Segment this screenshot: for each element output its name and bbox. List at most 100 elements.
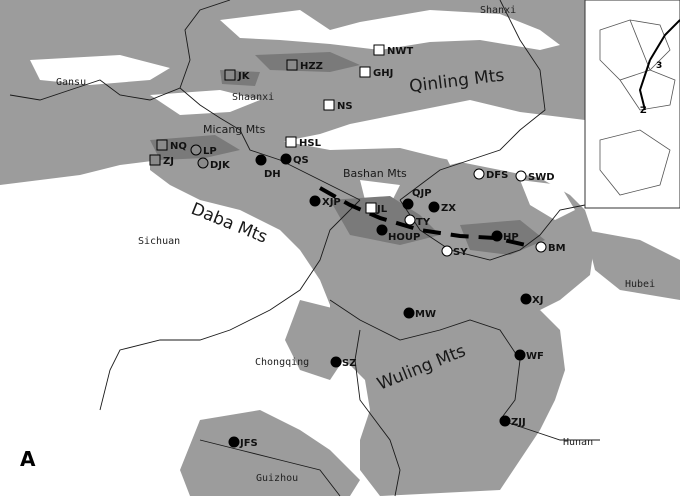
site-label-sz: SZ [342,358,356,369]
site-marker-nq [156,139,168,151]
site-label-nwt: NWT [387,46,413,57]
site-mw: MW [403,307,436,320]
site-label-sy: SY [453,247,468,258]
site-ghj: GHJ [359,66,393,79]
site-label-ty: TY [416,217,431,228]
site-xj: XJ [520,293,543,306]
valley-pockets [0,10,575,496]
site-marker-zx [428,201,440,213]
site-label-qs: QS [293,155,309,166]
site-jfs: JFS [228,436,258,449]
site-label-hsl: HSL [299,138,322,149]
inset-panel: 3 Z [584,0,680,209]
site-marker-wf [514,349,526,361]
site-label-xj: XJ [532,295,543,306]
province-label-gansu: Gansu [56,77,86,88]
site-qs: QS [280,153,309,166]
inset-label-z: Z [640,106,647,116]
site-label-lp: LP [203,146,217,157]
site-sy: SY [441,245,468,258]
site-qjp: QJP [402,188,432,210]
site-label-nq: NQ [170,141,187,152]
site-marker-bm [535,241,547,253]
site-markers: NWT HZZ GHJ JK NS NQ LP ZJ [149,44,566,449]
site-marker-jk [224,69,236,81]
site-wf: WF [514,349,544,362]
site-label-hzz: HZZ [300,61,323,72]
site-marker-dh [255,154,267,166]
site-marker-qjp [402,198,414,210]
site-marker-houp [376,224,388,236]
panel-letter: A [20,447,36,471]
site-swd: SWD [515,170,555,183]
site-jl: JL [365,202,388,215]
site-label-zjj: ZJJ [511,417,526,428]
site-marker-sy [441,245,453,257]
site-hp: HP [491,230,519,243]
site-label-jk: JK [237,71,251,82]
site-label-swd: SWD [528,172,555,183]
site-djk: DJK [197,157,231,171]
site-marker-hp [491,230,503,242]
site-lp: LP [190,144,217,157]
site-bm: BM [535,241,566,254]
site-zx: ZX [428,201,456,214]
site-label-houp: HOUP [388,232,420,243]
site-label-hp: HP [503,232,519,243]
site-marker-qs [280,153,292,165]
site-marker-jl [365,202,377,214]
site-marker-ns [323,99,335,111]
site-label-mw: MW [415,309,436,320]
site-marker-hzz [286,59,298,71]
site-dh: DH [255,154,281,180]
site-marker-ty [404,214,416,226]
site-marker-lp [190,144,202,156]
mountain-label-bashan: Bashan Mts [343,167,407,180]
site-marker-hsl [285,136,297,148]
province-label-shaanxi: Shaanxi [232,92,274,103]
site-label-bm: BM [548,243,566,254]
site-label-dh: DH [264,169,281,180]
site-label-dfs: DFS [486,170,508,181]
site-dfs: DFS [473,168,508,181]
province-label-guizhou: Guizhou [256,473,298,484]
site-zjj: ZJJ [499,415,526,428]
site-marker-nwt [373,44,385,56]
province-label-shanxi: Shanxi [480,5,516,16]
site-label-jl: JL [376,204,388,215]
province-label-hubei: Hubei [625,279,655,290]
site-label-ns: NS [337,101,353,112]
site-zj: ZJ [149,154,174,167]
inset-label-node: 3 [656,61,662,71]
site-label-jfs: JFS [239,438,258,449]
province-label-hunan: Hunan [563,437,593,448]
site-label-djk: DJK [210,160,231,171]
site-label-xjp: XJP [322,197,341,208]
site-nq: NQ [156,139,187,152]
site-label-zj: ZJ [163,156,174,167]
site-ns: NS [323,99,353,112]
site-marker-jfs [228,436,240,448]
site-marker-ghj [359,66,371,78]
province-label-chongqing: Chongqing [255,357,309,368]
mountain-label-micang: Micang Mts [203,123,266,136]
site-jk: JK [224,69,251,82]
site-marker-dfs [473,168,485,180]
province-label-sichuan: Sichuan [138,236,180,247]
site-marker-mw [403,307,415,319]
province-borders [9,0,600,497]
site-label-ghj: GHJ [373,68,393,79]
site-houp: HOUP [376,224,420,243]
site-marker-zjj [499,415,511,427]
site-marker-zj [149,154,161,166]
site-marker-swd [515,170,527,182]
site-ty: TY [404,214,431,228]
site-hzz: HZZ [286,59,323,72]
site-marker-xjp [309,195,321,207]
site-nwt: NWT [373,44,413,57]
site-label-wf: WF [526,351,544,362]
site-marker-djk [197,157,209,169]
site-xjp: XJP [309,195,341,208]
site-hsl: HSL [285,136,322,149]
